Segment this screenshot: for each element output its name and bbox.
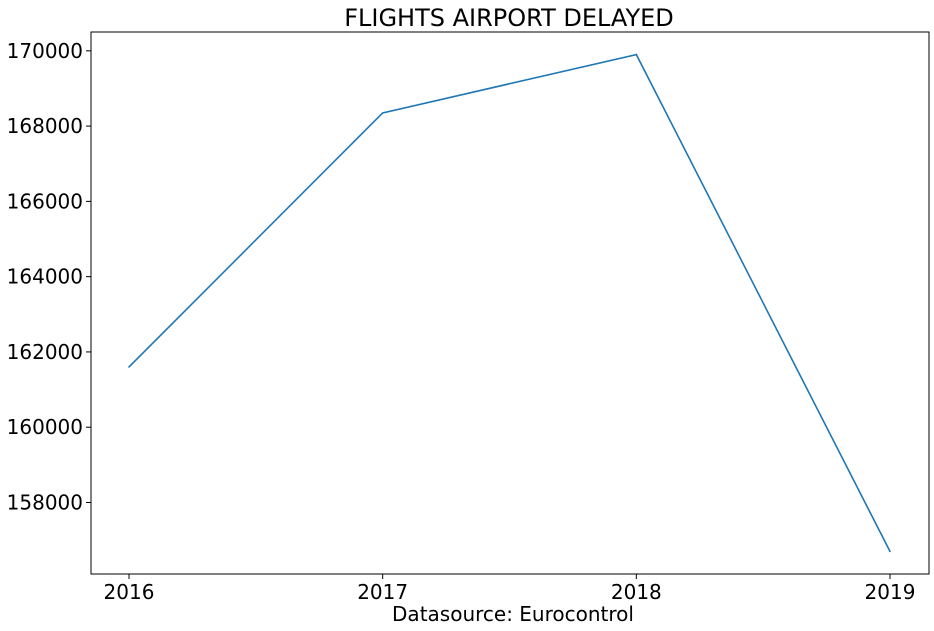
series-layer	[128, 53, 891, 553]
series-line	[128, 53, 891, 552]
data-point	[889, 550, 891, 553]
x-tick-label: 2018	[611, 580, 662, 604]
y-tick-label: 166000	[7, 189, 83, 213]
plot-frame	[90, 31, 930, 575]
y-axis-ticks: 158000 160000 162000 164000 166000 168000 1700…	[7, 39, 91, 514]
x-axis-label: Datasource: Eurocontrol	[392, 602, 634, 626]
y-tick-label: 164000	[7, 265, 83, 289]
y-tick-label: 160000	[7, 415, 83, 439]
x-tick-label: 2019	[865, 580, 916, 604]
y-tick-label: 168000	[7, 114, 83, 138]
y-tick-label: 158000	[7, 490, 83, 514]
chart-title: FLIGHTS AIRPORT DELAYED	[344, 4, 674, 32]
data-point	[381, 112, 384, 114]
y-tick-label: 162000	[7, 340, 83, 364]
x-tick-label: 2017	[357, 580, 408, 604]
x-tick-label: 2016	[104, 580, 155, 604]
data-point	[635, 53, 638, 56]
data-point	[128, 366, 130, 368]
x-axis-ticks: 2016 2017 2018 2019	[104, 574, 916, 604]
y-tick-label: 170000	[7, 39, 83, 63]
